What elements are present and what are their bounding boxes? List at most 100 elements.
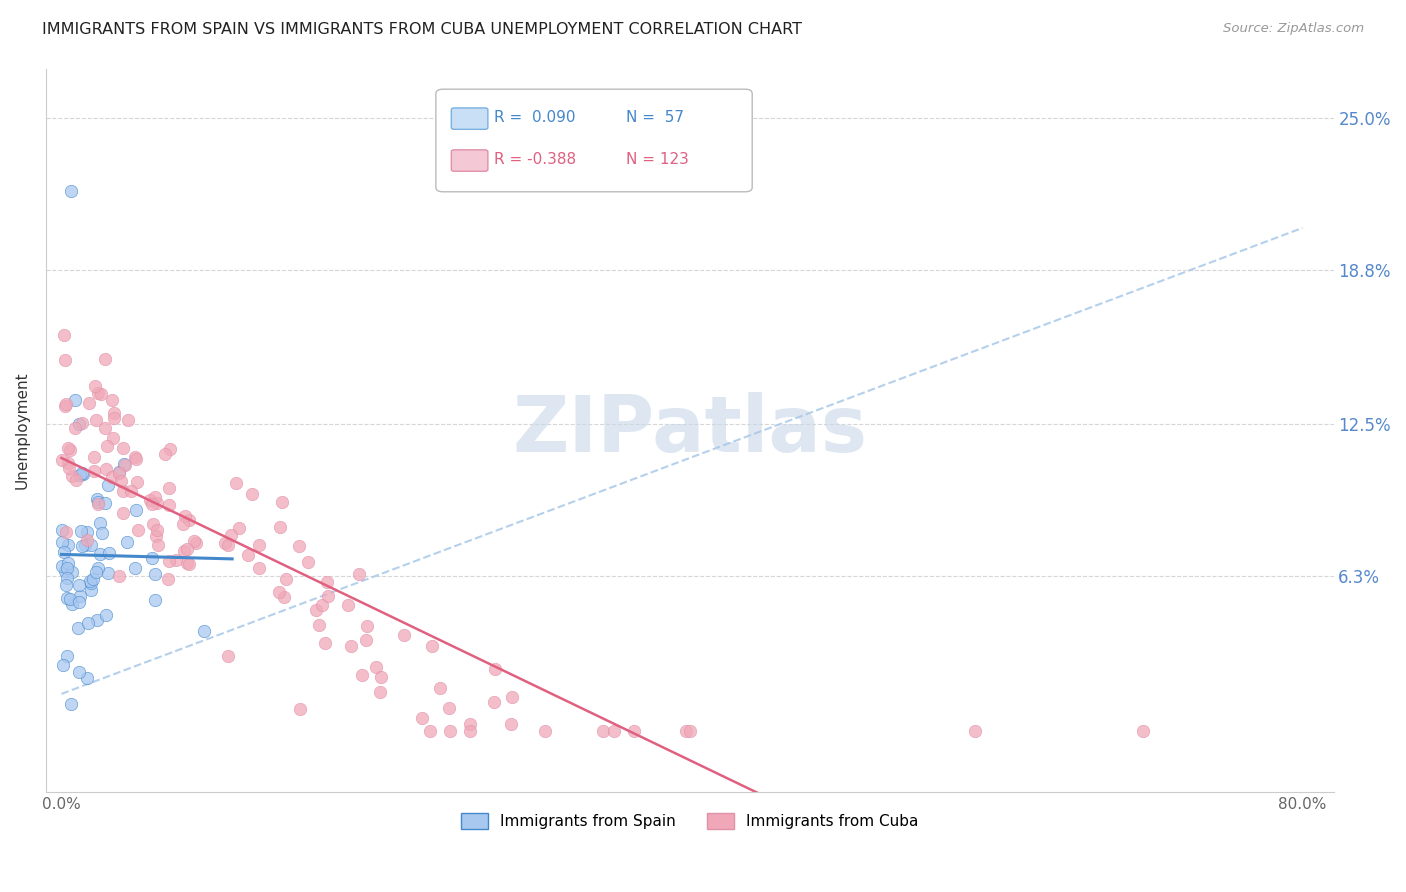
- Point: [84, 565, 107, 579]
- Point: [111, 441, 134, 455]
- Point: [603, 723, 626, 738]
- Point: [429, 681, 451, 695]
- Point: [308, 617, 330, 632]
- Point: [67, 578, 90, 592]
- Point: [84, 413, 107, 427]
- Point: [101, 470, 124, 484]
- Point: [592, 723, 614, 738]
- Point: [484, 662, 506, 676]
- Point: [56, 456, 79, 470]
- Point: [157, 554, 180, 568]
- Point: [70, 466, 93, 480]
- Point: [94, 496, 117, 510]
- Point: [347, 567, 370, 582]
- Point: [117, 413, 139, 427]
- Point: [72, 540, 94, 554]
- Point: [79, 574, 101, 588]
- Point: [83, 464, 105, 478]
- Point: [316, 589, 339, 603]
- Point: [60, 597, 83, 611]
- Point: [65, 392, 87, 407]
- Point: [247, 560, 270, 574]
- Point: [142, 517, 165, 532]
- Point: [72, 467, 94, 481]
- Point: [58, 460, 80, 475]
- Point: [176, 542, 198, 557]
- Point: [290, 702, 312, 716]
- Point: [127, 475, 149, 489]
- Point: [67, 417, 90, 431]
- Point: [124, 450, 146, 465]
- Point: [108, 569, 131, 583]
- Point: [679, 723, 702, 738]
- Point: [153, 447, 176, 461]
- Point: [83, 450, 105, 464]
- Point: [55, 571, 77, 585]
- Point: [179, 513, 201, 527]
- Point: [51, 453, 73, 467]
- Point: [314, 636, 336, 650]
- Point: [267, 585, 290, 599]
- Point: [89, 516, 111, 530]
- Point: [173, 509, 195, 524]
- Point: [63, 420, 86, 434]
- Point: [53, 564, 76, 578]
- Point: [53, 352, 76, 367]
- Point: [87, 386, 110, 401]
- Point: [276, 572, 298, 586]
- Point: [69, 589, 91, 603]
- Point: [288, 539, 311, 553]
- Point: [159, 442, 181, 457]
- Point: [80, 575, 103, 590]
- Point: [963, 723, 986, 738]
- Point: [1132, 723, 1154, 738]
- Point: [76, 524, 98, 539]
- Point: [108, 466, 131, 480]
- Point: [59, 442, 82, 457]
- Point: [533, 723, 555, 738]
- Point: [111, 507, 134, 521]
- Point: [115, 535, 138, 549]
- Text: IMMIGRANTS FROM SPAIN VS IMMIGRANTS FROM CUBA UNEMPLOYMENT CORRELATION CHART: IMMIGRANTS FROM SPAIN VS IMMIGRANTS FROM…: [42, 22, 803, 37]
- Point: [82, 572, 104, 586]
- Point: [80, 538, 103, 552]
- Point: [214, 536, 236, 550]
- Point: [52, 327, 75, 342]
- Point: [94, 352, 117, 367]
- Point: [184, 536, 207, 550]
- Point: [145, 529, 167, 543]
- Point: [62, 566, 84, 580]
- Point: [97, 566, 120, 580]
- Point: [70, 416, 93, 430]
- Point: [55, 648, 77, 663]
- Point: [179, 557, 201, 571]
- Text: R =  0.090: R = 0.090: [494, 111, 575, 125]
- Point: [273, 590, 295, 604]
- Point: [53, 399, 76, 413]
- Point: [76, 671, 98, 685]
- Point: [183, 534, 205, 549]
- Point: [217, 648, 239, 663]
- Point: [51, 558, 73, 573]
- Point: [337, 599, 360, 613]
- Point: [86, 613, 108, 627]
- Point: [96, 439, 118, 453]
- Point: [56, 560, 79, 574]
- Point: [114, 458, 136, 472]
- Point: [176, 556, 198, 570]
- Point: [419, 723, 441, 738]
- Text: ZIPatlas: ZIPatlas: [512, 392, 868, 468]
- Point: [141, 551, 163, 566]
- Point: [139, 492, 162, 507]
- Point: [675, 723, 697, 738]
- Point: [101, 392, 124, 407]
- Point: [172, 516, 194, 531]
- Point: [356, 619, 378, 633]
- Point: [148, 538, 170, 552]
- Point: [146, 496, 169, 510]
- Point: [90, 387, 112, 401]
- Point: [228, 520, 250, 534]
- Point: [56, 537, 79, 551]
- Point: [394, 628, 416, 642]
- Point: [53, 545, 76, 559]
